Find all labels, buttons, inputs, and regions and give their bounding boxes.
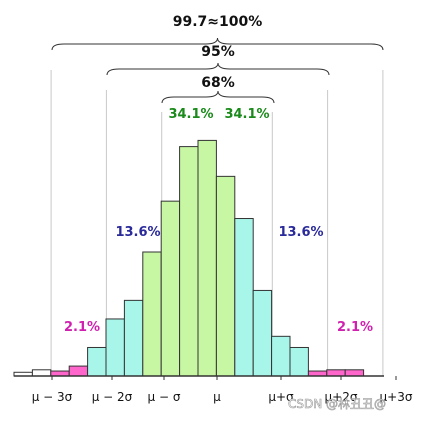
range-brace <box>51 37 384 51</box>
histogram-bar <box>271 335 291 377</box>
histogram-bar <box>68 365 89 377</box>
percentage-label: 13.6% <box>278 225 323 240</box>
percentage-label: 13.6% <box>115 225 160 240</box>
percentage-labels: 34.1% 34.1% 13.6% 13.6% 2.1% 2.1% <box>64 107 373 335</box>
tick-label: μ − σ <box>148 390 181 404</box>
histogram-bar <box>160 200 181 377</box>
histogram-bar <box>31 369 52 377</box>
range-labels: 99.7≈100% 95% 68% <box>173 14 263 91</box>
histogram-bar <box>344 369 365 377</box>
histogram-bar <box>197 139 217 377</box>
tick-label: μ − 3σ <box>32 390 73 404</box>
watermark-text: CSDN @林丑丑@ <box>288 397 386 411</box>
percentage-label: 2.1% <box>337 320 373 335</box>
histogram-bar <box>87 346 107 377</box>
histogram-bar <box>234 218 254 377</box>
histogram-bar <box>123 299 144 377</box>
tick-label: μ+3σ <box>380 390 413 404</box>
range-braces <box>51 37 384 104</box>
range-label: 95% <box>201 44 235 60</box>
tick-label: μ <box>213 390 221 404</box>
histogram-bars <box>13 139 365 377</box>
histogram-bar <box>105 318 125 377</box>
percentage-label: 34.1% <box>224 107 269 122</box>
range-brace <box>161 90 275 104</box>
tick-label: μ+2σ <box>325 390 358 404</box>
histogram-bar <box>289 346 309 377</box>
histogram-bar <box>326 369 346 377</box>
percentage-label: 34.1% <box>168 107 213 122</box>
histogram-bar <box>142 251 162 377</box>
percentage-label: 2.1% <box>64 320 100 335</box>
x-axis-ticks: μ − 3σ μ − 2σ μ − σ μ μ+σ μ+2σ μ+3σ <box>32 376 413 404</box>
range-brace <box>106 62 330 76</box>
range-label: 99.7≈100% <box>173 14 263 30</box>
range-label: 68% <box>201 75 235 91</box>
tick-label: μ+σ <box>268 390 294 404</box>
tick-label: μ − 2σ <box>92 390 133 404</box>
histogram-bar <box>215 175 236 377</box>
histogram-bar <box>252 289 273 377</box>
histogram-bar <box>179 146 199 377</box>
